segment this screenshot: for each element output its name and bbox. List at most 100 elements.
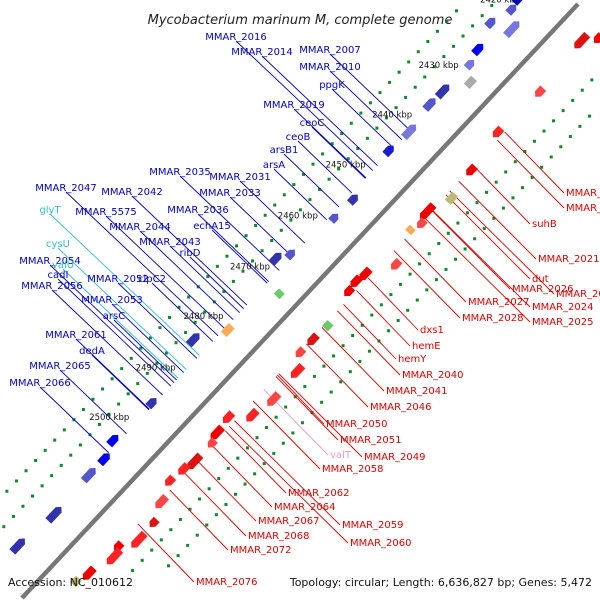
other-feature bbox=[273, 288, 285, 300]
tick-dot bbox=[174, 341, 178, 345]
tick-dot bbox=[184, 331, 188, 335]
gene-label: MMAR_2035 bbox=[149, 167, 211, 178]
tick-dot bbox=[310, 411, 314, 415]
kbp-label: 2500 kbp bbox=[89, 413, 129, 423]
tick-dot bbox=[359, 111, 363, 115]
reverse-gene-feature bbox=[267, 391, 282, 406]
tick-dot bbox=[451, 44, 455, 48]
forward-gene-feature bbox=[471, 43, 484, 57]
label-connector bbox=[329, 53, 411, 131]
label-connector bbox=[431, 209, 511, 290]
reverse-gene-feature bbox=[178, 462, 191, 475]
gene-label: MMAR_2007 bbox=[299, 45, 361, 56]
tick-dot bbox=[225, 254, 229, 258]
label-connector bbox=[65, 191, 219, 337]
tick-dot bbox=[587, 114, 591, 118]
gene-label: MMAR_5575 bbox=[75, 207, 137, 218]
label-connector bbox=[449, 190, 555, 295]
tick-dot bbox=[50, 474, 54, 478]
gene-label: MMAR_2016 bbox=[205, 32, 267, 43]
tick-dot bbox=[289, 218, 293, 222]
label-connector bbox=[277, 374, 325, 425]
tick-dot bbox=[81, 407, 85, 411]
tick-dot bbox=[178, 517, 182, 521]
reverse-gene-feature bbox=[307, 332, 320, 346]
gene-label: MMAR_2066 bbox=[9, 378, 71, 389]
gene-label: valT bbox=[330, 450, 352, 461]
gene-label: MMAR_2025 bbox=[532, 317, 594, 328]
tick-dot bbox=[360, 323, 364, 327]
forward-gene-feature bbox=[9, 538, 25, 555]
gene-label: cadI bbox=[48, 270, 69, 281]
tick-dot bbox=[195, 533, 199, 537]
gene-label: MMAR_2027 bbox=[468, 297, 530, 308]
gene-label: echA15 bbox=[193, 221, 231, 232]
tick-dot bbox=[394, 106, 398, 110]
label-connector bbox=[445, 194, 531, 280]
tick-dot bbox=[193, 320, 197, 324]
tick-dot bbox=[136, 382, 140, 386]
label-connector bbox=[184, 473, 247, 537]
tick-dot bbox=[590, 78, 594, 82]
gene-features bbox=[9, 0, 600, 588]
label-connector bbox=[261, 55, 378, 166]
tick-dot bbox=[164, 351, 168, 355]
tick-dot bbox=[578, 124, 582, 128]
kbp-label: 2490 kbp bbox=[136, 363, 176, 373]
tick-dot bbox=[384, 116, 388, 120]
forward-gene-feature bbox=[284, 249, 296, 261]
reverse-gene-feature bbox=[344, 284, 356, 297]
label-connector bbox=[57, 247, 187, 371]
gene-label: MMAR_2062 bbox=[288, 488, 350, 499]
other-feature bbox=[69, 575, 82, 588]
tick-dot bbox=[368, 101, 372, 105]
kbp-label: 2470 kbp bbox=[230, 263, 270, 273]
other-feature bbox=[463, 75, 478, 89]
label-connector bbox=[49, 264, 175, 384]
tick-dot bbox=[24, 469, 28, 473]
label-connector bbox=[404, 238, 467, 303]
tick-dot bbox=[265, 425, 269, 429]
forward-gene-feature bbox=[328, 213, 339, 224]
tick-dot bbox=[435, 29, 439, 33]
tick-dot bbox=[312, 374, 316, 378]
tick-dot bbox=[69, 453, 73, 457]
tick-dot bbox=[351, 333, 355, 337]
tick-dot bbox=[281, 441, 285, 445]
label-connector bbox=[169, 245, 241, 314]
reverse-gene-feature bbox=[149, 516, 160, 527]
tick-dot bbox=[425, 288, 429, 292]
tick-dot bbox=[222, 290, 226, 294]
gene-label: MMAR_2053 bbox=[81, 295, 143, 306]
tick-marks bbox=[2, 3, 594, 573]
tick-dot bbox=[475, 201, 479, 205]
label-connector bbox=[151, 282, 214, 342]
tick-dot bbox=[332, 354, 336, 358]
tick-dot bbox=[413, 85, 417, 89]
tick-dot bbox=[559, 145, 563, 149]
gene-label: MMAR_2059 bbox=[342, 520, 404, 531]
tick-dot bbox=[198, 497, 202, 501]
tick-dot bbox=[300, 421, 304, 425]
tick-dot bbox=[540, 165, 544, 169]
tick-dot bbox=[167, 564, 171, 568]
gene-label: dedA bbox=[79, 346, 105, 357]
label-connector bbox=[278, 373, 363, 458]
reverse-gene-feature bbox=[574, 31, 591, 49]
reverse-gene-feature bbox=[187, 452, 204, 470]
forward-gene-feature bbox=[382, 145, 394, 158]
tick-dot bbox=[217, 477, 221, 481]
tick-dot bbox=[150, 548, 154, 552]
tick-dot bbox=[473, 237, 477, 241]
tick-dot bbox=[207, 487, 211, 491]
label-connector bbox=[179, 175, 280, 271]
tick-dot bbox=[356, 147, 360, 151]
gene-label: MMAR_2005 bbox=[566, 188, 600, 199]
gene-label: MMAR_2065 bbox=[29, 361, 91, 372]
label-connector bbox=[211, 229, 268, 284]
tick-dot bbox=[379, 303, 383, 307]
tick-dot bbox=[388, 80, 392, 84]
gene-label: MMAR_2040 bbox=[402, 370, 464, 381]
label-connector bbox=[393, 250, 461, 319]
forward-gene-feature bbox=[80, 468, 96, 484]
